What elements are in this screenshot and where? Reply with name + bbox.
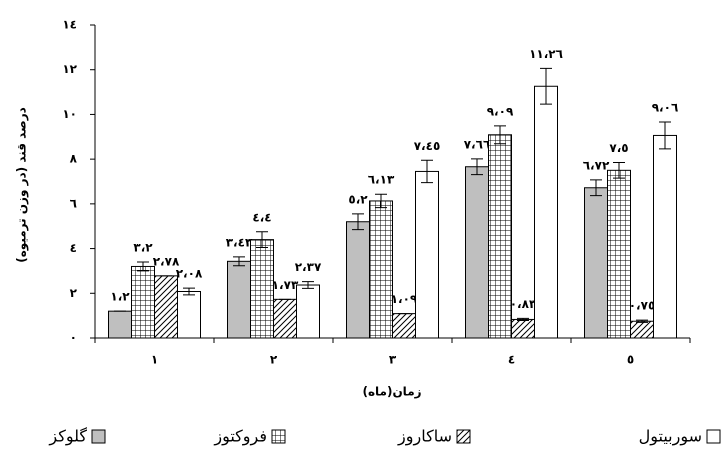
value-label: ٠،٧٥ <box>629 299 656 313</box>
y-axis-title: درصد قند (در وزن ترميوه) <box>15 107 30 263</box>
bar <box>131 265 155 339</box>
error-bar <box>233 256 245 267</box>
bar <box>465 166 489 339</box>
value-label: ٢،٧٨ <box>153 254 180 268</box>
x-tick-label: ٤ <box>508 353 515 367</box>
value-label: ٣،٤٣ <box>226 235 253 249</box>
value-label: ٧،٤٥ <box>414 139 441 153</box>
value-label: ٥،٢ <box>348 192 368 206</box>
error-bar <box>256 231 268 248</box>
x-tick-label: ٢ <box>270 353 278 367</box>
error-bar <box>613 161 625 179</box>
error-bar <box>352 213 364 231</box>
bar <box>296 284 320 339</box>
bar <box>346 221 370 339</box>
bar <box>369 200 393 339</box>
bar <box>108 310 132 339</box>
y-tick-label: ٢ <box>70 286 78 300</box>
value-label: ٠،٨٣ <box>510 297 537 311</box>
error-bar <box>636 319 648 323</box>
error-bar <box>471 158 483 176</box>
x-tick-label: ٣ <box>389 353 397 367</box>
value-label: ٩،٠٦ <box>652 101 679 115</box>
y-tick-label: ٠ <box>70 331 77 345</box>
error-bar <box>494 125 506 145</box>
bar <box>415 170 439 339</box>
legend-swatch <box>706 429 721 444</box>
bar <box>154 275 178 339</box>
value-label: ٦،١٣ <box>368 173 395 187</box>
legend-label: سوربيتول <box>639 427 702 447</box>
bar <box>273 298 297 339</box>
error-bar <box>659 121 671 150</box>
error-bar <box>590 179 602 197</box>
legend-swatch <box>456 429 471 444</box>
value-label: ٢،٠٨ <box>176 267 203 281</box>
value-label: ٧،٥ <box>609 141 628 155</box>
value-label: ١،٠٩ <box>391 292 418 306</box>
legend-label: گلوکز <box>48 427 87 447</box>
legend-label: ساکاروز <box>397 427 452 447</box>
x-axis-title: زمان(ماه) <box>362 385 421 399</box>
bar <box>392 313 416 339</box>
error-bar <box>137 261 149 272</box>
bar <box>250 239 274 339</box>
y-tick-label: ٤ <box>70 241 77 255</box>
error-bar <box>183 287 195 296</box>
bar <box>607 169 631 339</box>
error-bar <box>540 67 552 105</box>
legend-swatch <box>271 429 286 444</box>
value-label: ١،٢ <box>110 290 130 304</box>
value-label: ٤،٤ <box>252 210 271 224</box>
value-label: ٩،٠٩ <box>487 104 514 118</box>
value-label: ٣،٢ <box>133 240 153 254</box>
x-tick-label: ٥ <box>627 353 634 367</box>
error-bar <box>517 317 529 322</box>
legend-swatch <box>91 429 106 444</box>
value-label: ١١،٢٦ <box>529 47 563 61</box>
error-bar <box>375 193 387 209</box>
y-tick-label: ٦ <box>70 196 77 210</box>
value-label: ٧،٦٦ <box>464 137 491 151</box>
bar <box>227 260 251 339</box>
error-bar <box>421 159 433 184</box>
y-tick-label: ١٢ <box>62 62 77 76</box>
bar <box>177 290 201 339</box>
value-label: ٦،٧٢ <box>583 158 610 172</box>
bar <box>488 134 512 339</box>
bar <box>630 320 654 339</box>
error-bar <box>302 281 314 289</box>
y-tick-label: ١٤ <box>62 18 77 32</box>
x-tick-label: ١ <box>151 353 158 367</box>
bar <box>511 318 535 339</box>
value-label: ١،٧٣ <box>272 278 299 292</box>
bar <box>653 134 677 339</box>
bar <box>534 85 558 339</box>
bar <box>584 187 608 339</box>
y-tick-label: ٨ <box>70 152 78 166</box>
y-tick-label: ١٠ <box>62 107 77 121</box>
legend-label: فروکتوز <box>213 427 267 447</box>
value-label: ٢،٣٧ <box>295 260 322 274</box>
